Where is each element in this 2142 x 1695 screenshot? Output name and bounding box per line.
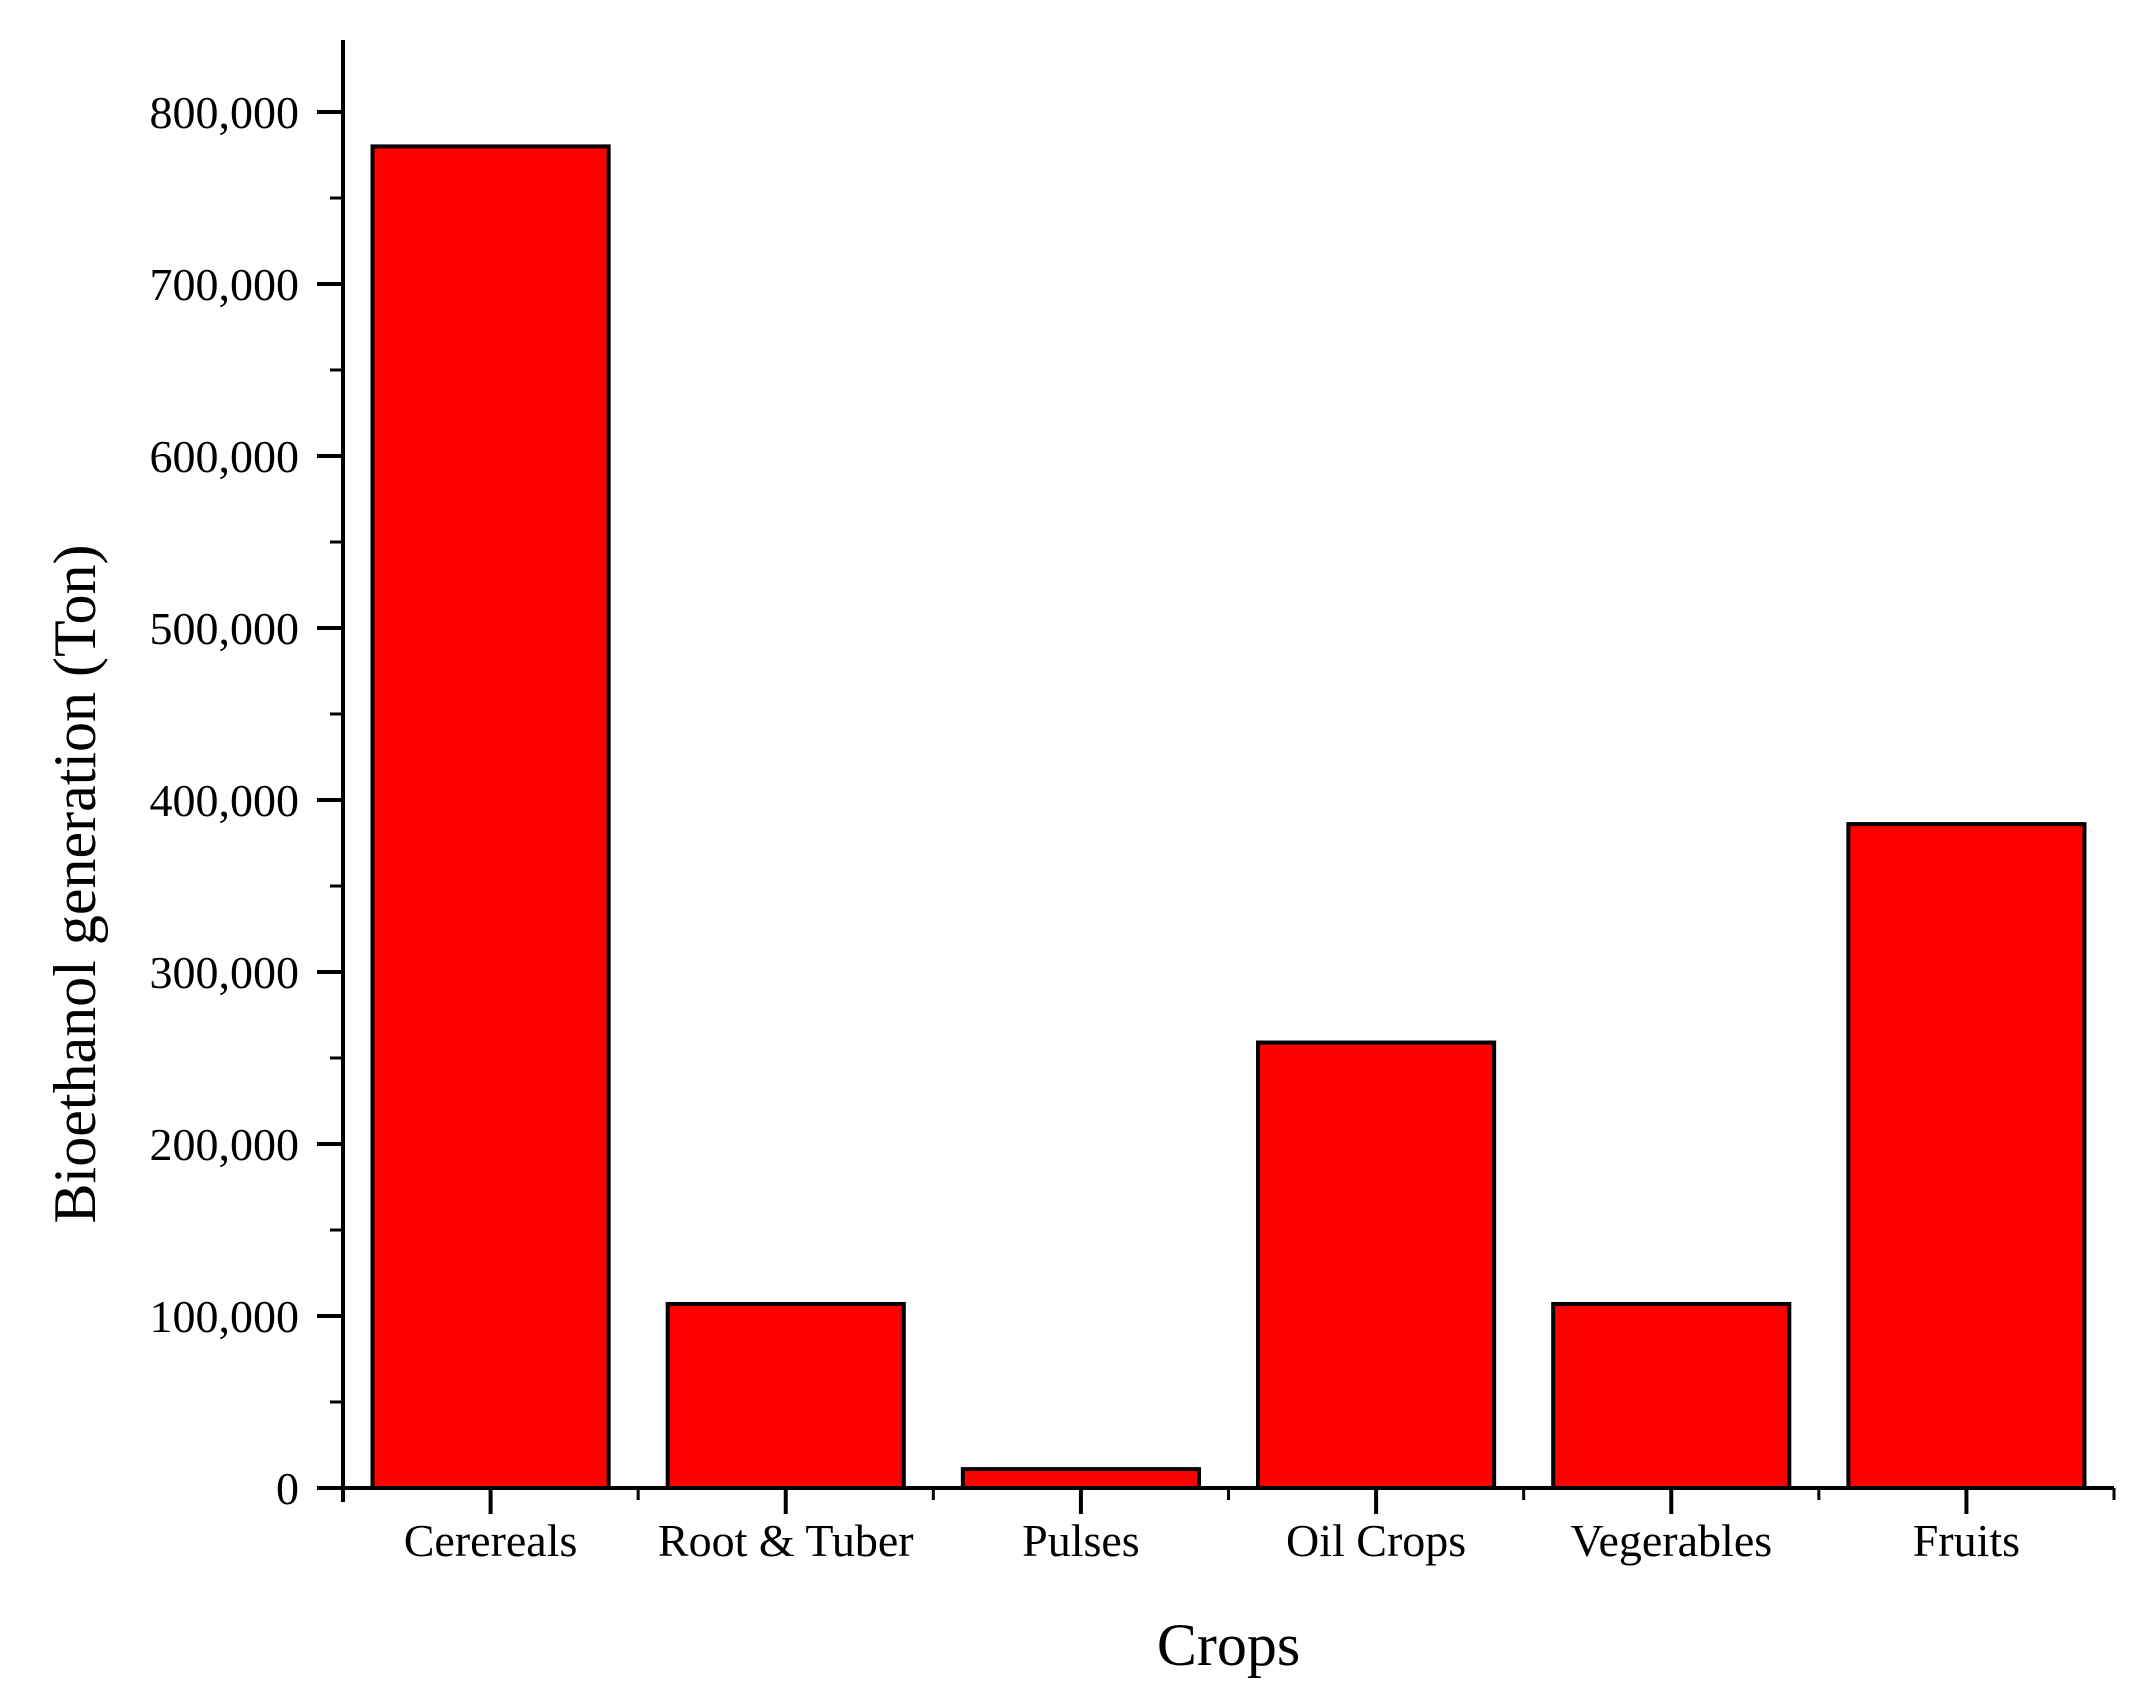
- y-tick-label: 800,000: [150, 87, 300, 138]
- x-axis-ticks: Cerereals Root & Tuber Pulses Oil Crops Vege…: [341, 1488, 2116, 1566]
- y-axis-ticks: 0 100,000 200,000 300,000 400,000 500,000 600,…: [150, 87, 343, 1514]
- y-axis-title: Bioethanol generation (Ton): [42, 545, 108, 1224]
- y-tick-label: 500,000: [150, 603, 300, 654]
- bar: [665, 1301, 906, 1490]
- bar: [1256, 1040, 1497, 1491]
- bars-group: [370, 144, 2087, 1491]
- y-tick-label: 700,000: [150, 259, 300, 310]
- x-tick-label: Pulses: [1022, 1515, 1140, 1566]
- bar: [1551, 1301, 1792, 1490]
- x-axis-title: Crops: [1157, 1612, 1300, 1678]
- y-tick-label: 600,000: [150, 431, 300, 482]
- y-tick-label: 0: [276, 1463, 299, 1514]
- bar: [1846, 822, 2087, 1490]
- y-tick-label: 300,000: [150, 947, 300, 998]
- x-tick-label: Oil Crops: [1286, 1515, 1466, 1566]
- x-tick-label: Vegerables: [1570, 1515, 1772, 1566]
- y-tick-label: 400,000: [150, 775, 300, 826]
- bar: [370, 144, 611, 1490]
- x-tick-label: Cerereals: [404, 1515, 578, 1566]
- x-tick-label: Fruits: [1913, 1515, 2020, 1566]
- y-tick-label: 100,000: [150, 1291, 300, 1342]
- y-tick-label: 200,000: [150, 1119, 300, 1170]
- x-tick-label: Root & Tuber: [658, 1515, 914, 1566]
- bar: [960, 1467, 1201, 1490]
